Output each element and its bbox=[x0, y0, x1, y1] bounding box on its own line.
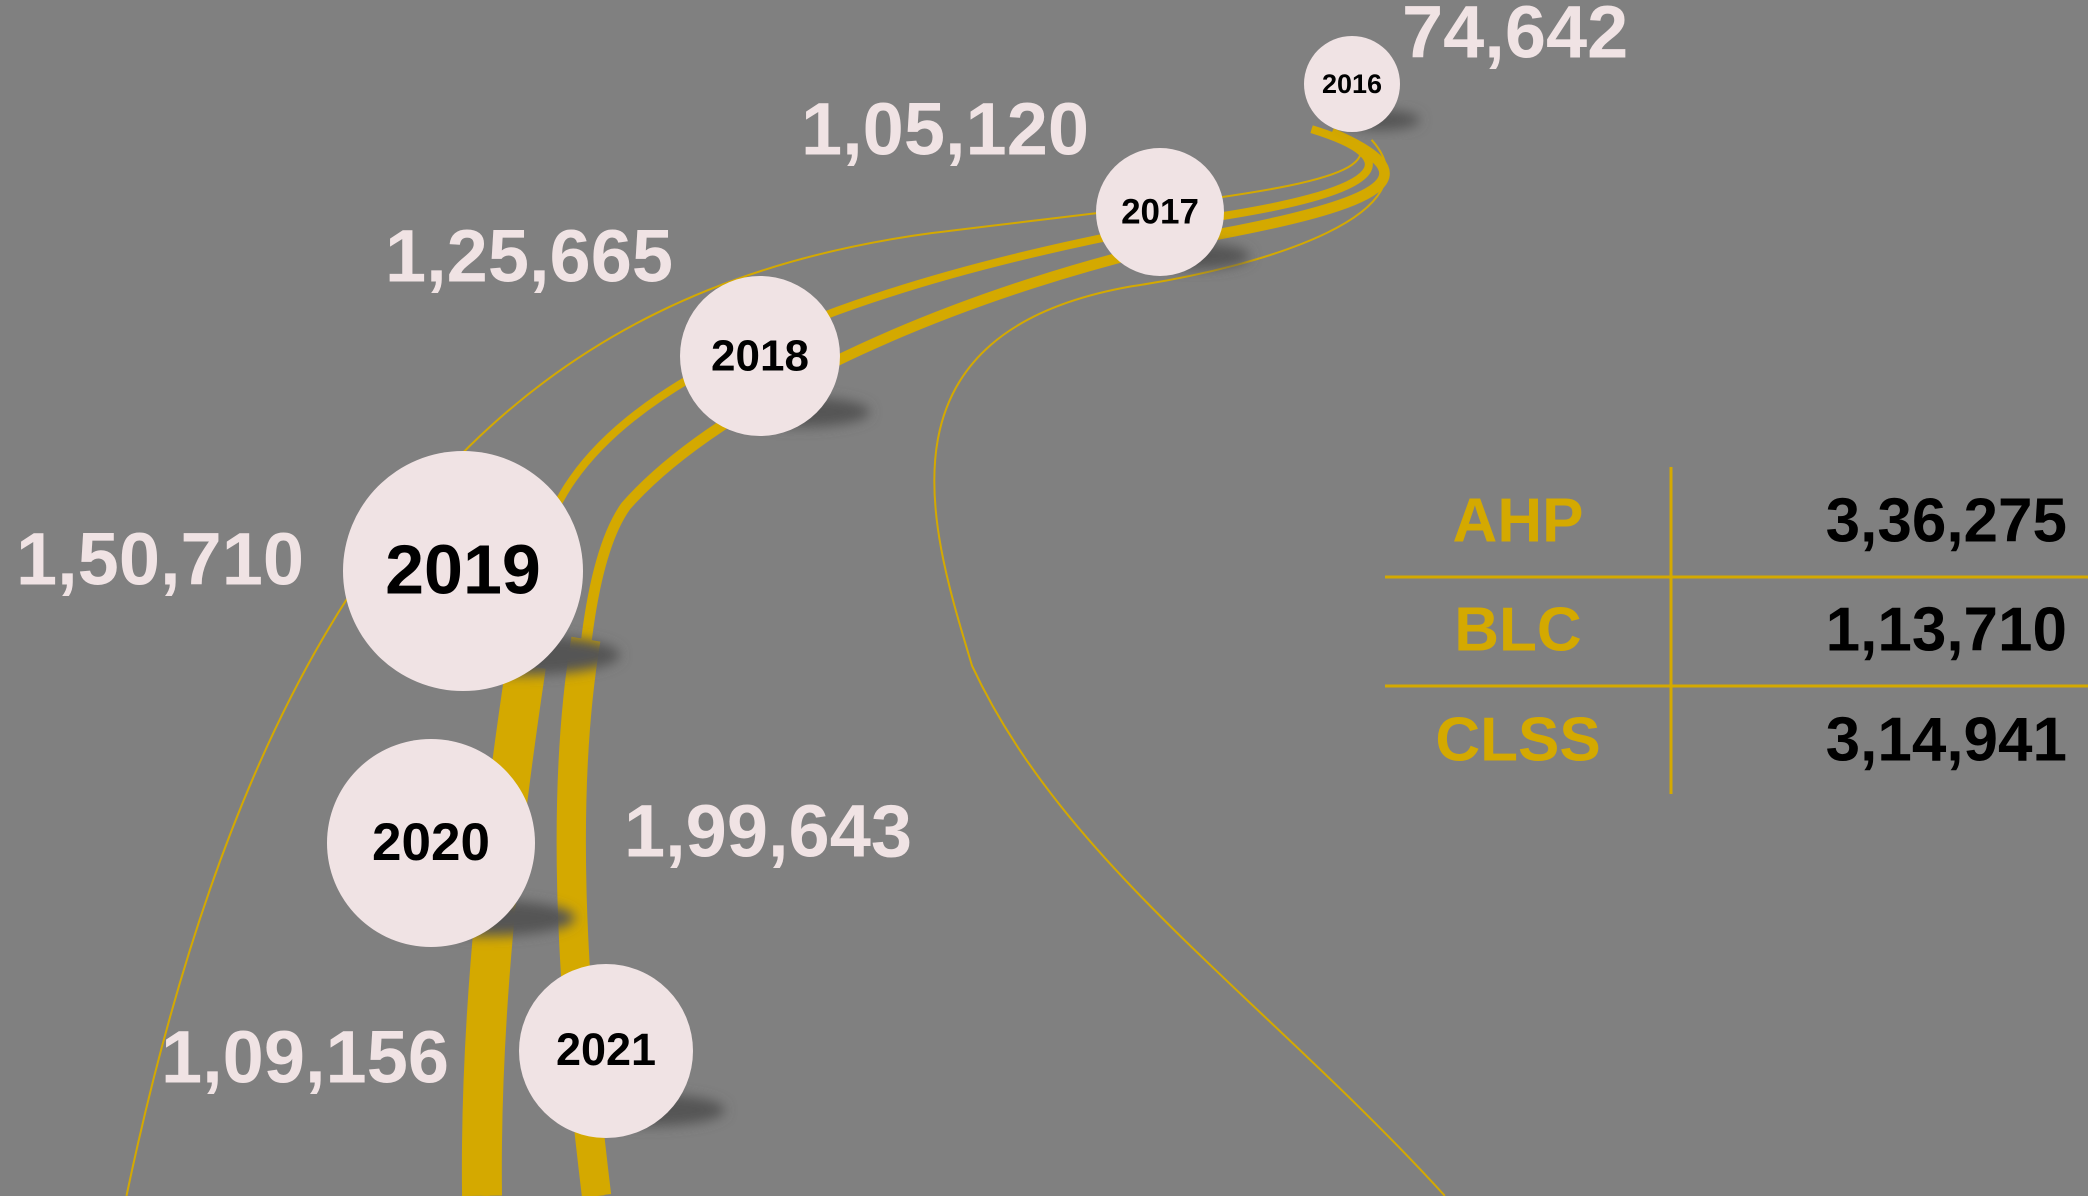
scheme-name: AHP bbox=[1453, 486, 1584, 555]
scheme-value: 3,36,275 bbox=[1826, 486, 2067, 555]
year: 2020 bbox=[372, 813, 490, 872]
infographic: 2016 2017 2018 2019 2020 2021 74,642 1,0… bbox=[0, 0, 2088, 1196]
year-value: 1,50,710 bbox=[16, 518, 304, 601]
year: 2019 bbox=[385, 530, 541, 608]
summary-table: AHP 3,36,275 BLC 1,13,710 CLSS 3,14,941 bbox=[1385, 467, 2088, 794]
year: 2016 bbox=[1322, 69, 1382, 99]
year: 2017 bbox=[1121, 192, 1199, 231]
year-value: 1,99,643 bbox=[624, 790, 912, 873]
year-value: 74,642 bbox=[1402, 0, 1628, 74]
year: 2021 bbox=[556, 1024, 656, 1075]
year: 2018 bbox=[711, 332, 809, 381]
year-value: 1,09,156 bbox=[161, 1016, 449, 1099]
scheme-name: CLSS bbox=[1435, 705, 1600, 774]
scheme-value: 3,14,941 bbox=[1826, 705, 2067, 774]
scheme-value: 1,13,710 bbox=[1826, 595, 2067, 664]
year-value: 1,05,120 bbox=[801, 88, 1089, 171]
year-value: 1,25,665 bbox=[385, 215, 673, 298]
scheme-name: BLC bbox=[1454, 595, 1581, 664]
